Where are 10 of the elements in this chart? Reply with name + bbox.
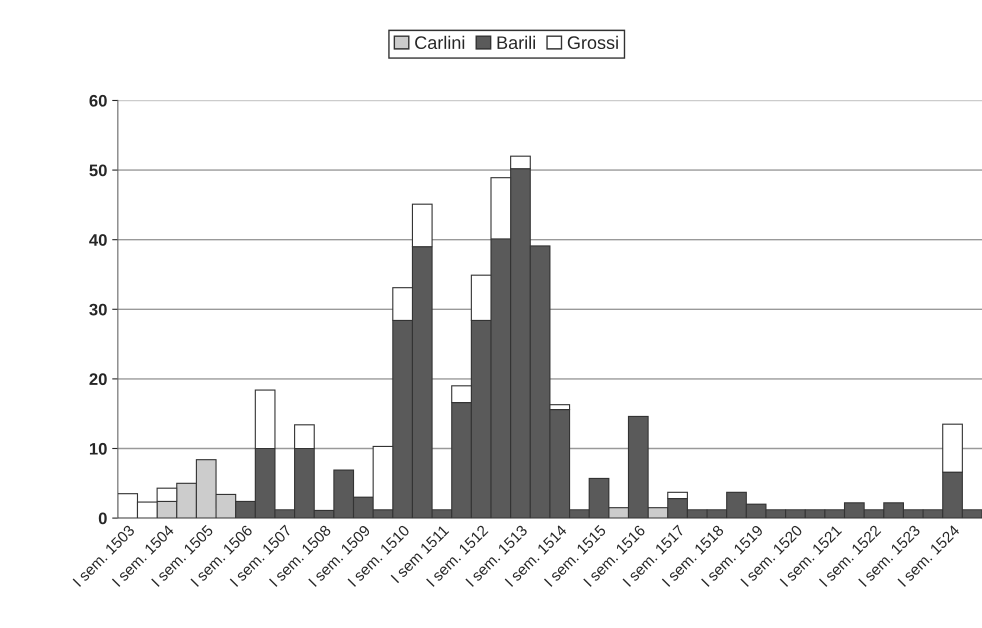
y-tick-label: 60 <box>89 94 107 107</box>
y-tick-label: 30 <box>89 304 107 316</box>
y-tick-label: 50 <box>89 164 107 176</box>
legend-label: Carlini <box>415 36 464 50</box>
y-tick-label: 10 <box>90 442 107 455</box>
y-tick-label: 40 <box>89 234 107 246</box>
legend-label: Barili <box>498 36 535 50</box>
legend-label: Grossi <box>568 36 618 50</box>
y-tick-label: 0 <box>98 512 107 524</box>
y-tick-label: 20 <box>89 373 107 386</box>
